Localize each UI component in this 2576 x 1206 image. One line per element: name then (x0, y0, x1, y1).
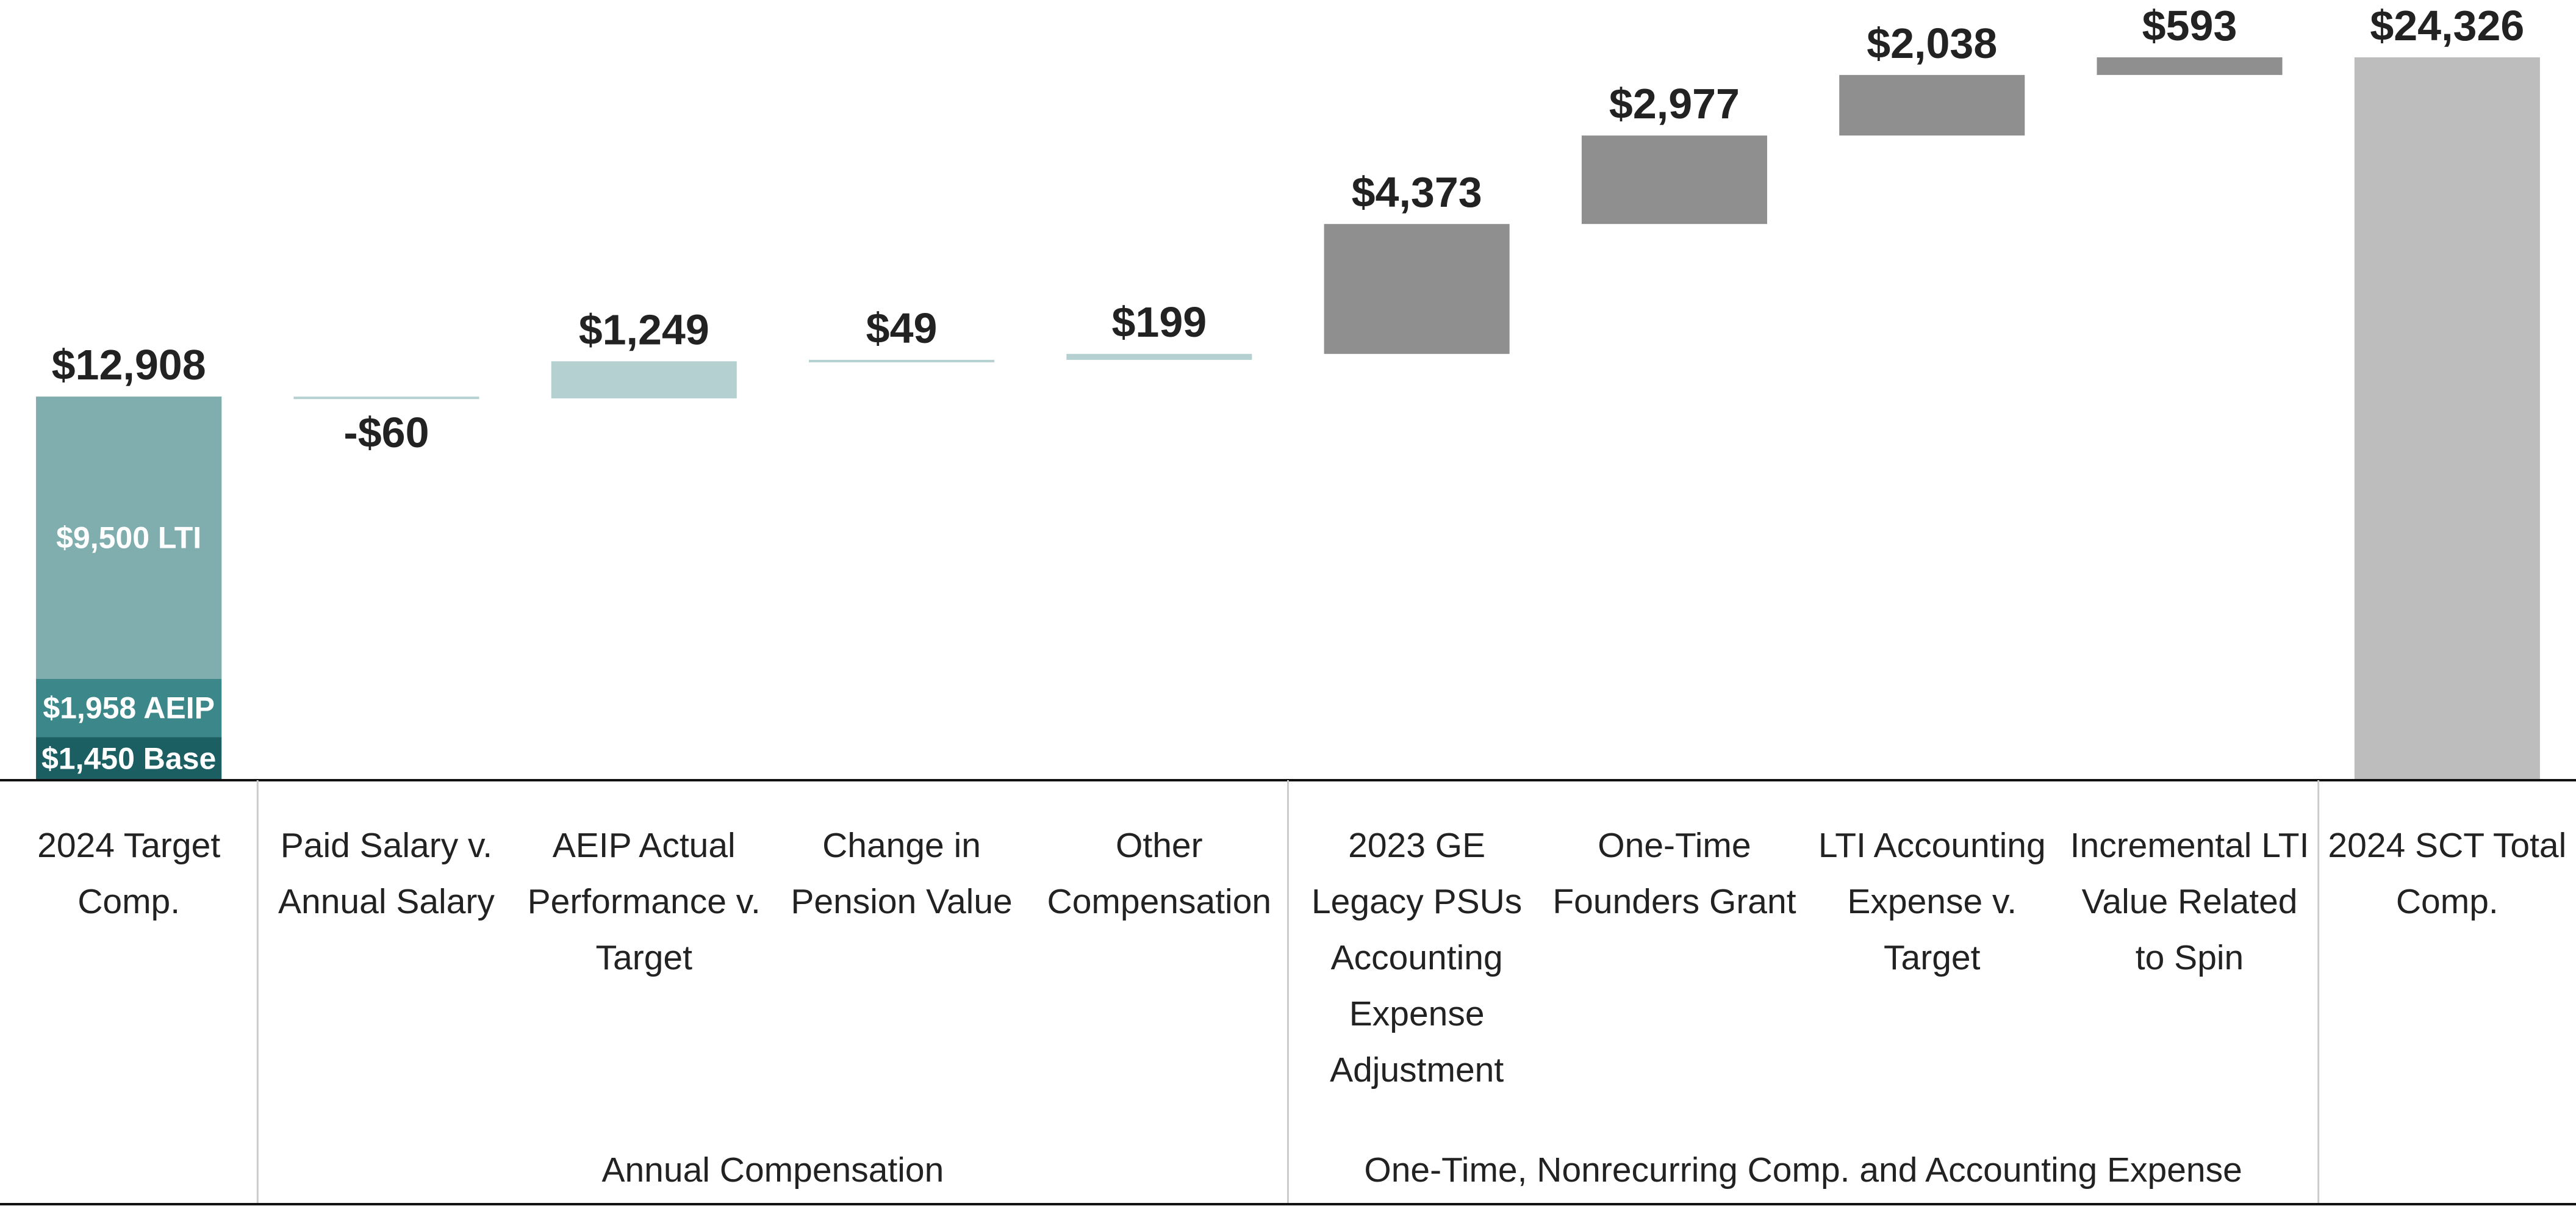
x-tick-label: LTI Accounting Expense v. Target (1818, 826, 2046, 977)
value-label: -$60 (343, 409, 429, 456)
bar (551, 361, 737, 399)
category-cell: 2024 Target Comp. (37, 826, 221, 921)
x-tick-label: One-Time Founders Grant (1552, 826, 1796, 921)
x-tick-label: 2024 SCT Total Comp. (2328, 826, 2567, 921)
stack-segment (36, 397, 222, 679)
category-cell: Change in Pension Value (791, 826, 1013, 921)
stack-segment (36, 678, 222, 738)
category-cell: One-Time Founders Grant (1552, 826, 1796, 921)
bar (2097, 57, 2283, 75)
value-label: $593 (2142, 2, 2237, 49)
value-label: $1,249 (579, 306, 709, 353)
bar (293, 397, 479, 400)
value-label: $199 (1111, 298, 1207, 346)
value-label: $49 (866, 304, 938, 352)
category-cell: Other Compensation (1047, 826, 1272, 921)
segment-label: $1,958 AEIP (43, 691, 215, 725)
category-cell: 2023 GE Legacy PSUs Accounting Expense A… (1311, 826, 1523, 1089)
x-tick-label: 2024 Target Comp. (37, 826, 221, 921)
bar (2354, 57, 2540, 780)
value-label: $4,373 (1352, 168, 1482, 216)
x-tick-label: 2023 GE Legacy PSUs Accounting Expense A… (1311, 826, 1523, 1089)
bar (1324, 224, 1510, 354)
bar (1066, 354, 1252, 360)
x-tick-label: Other Compensation (1047, 826, 1272, 921)
stack-segment (36, 737, 222, 780)
bar (809, 359, 995, 362)
bar (1839, 74, 2025, 136)
category-cell: LTI Accounting Expense v. Target (1818, 826, 2046, 977)
bar (1581, 135, 1767, 224)
group-label: Annual Compensation (601, 1150, 944, 1190)
segment-label: $9,500 LTI (56, 521, 201, 555)
category-cell: Paid Salary v. Annual Salary (278, 826, 495, 921)
segment-label: $1,450 Base (41, 742, 216, 776)
category-cell: 2024 SCT Total Comp. (2328, 826, 2567, 921)
category-cell: AEIP Actual Performance v. Target (527, 826, 761, 977)
value-label: $2,038 (1867, 20, 1997, 67)
value-label: $24,326 (2370, 2, 2524, 49)
x-tick-label: Incremental LTI Value Related to Spin (2070, 826, 2309, 977)
value-label: $12,908 (52, 341, 206, 389)
x-tick-label: AEIP Actual Performance v. Target (527, 826, 761, 977)
value-label: $2,977 (1609, 80, 1740, 127)
x-tick-label: Change in Pension Value (791, 826, 1013, 921)
category-cell: Incremental LTI Value Related to Spin (2070, 826, 2309, 977)
group-label: One-Time, Nonrecurring Comp. and Account… (1364, 1150, 2242, 1190)
x-tick-label: Paid Salary v. Annual Salary (278, 826, 495, 921)
